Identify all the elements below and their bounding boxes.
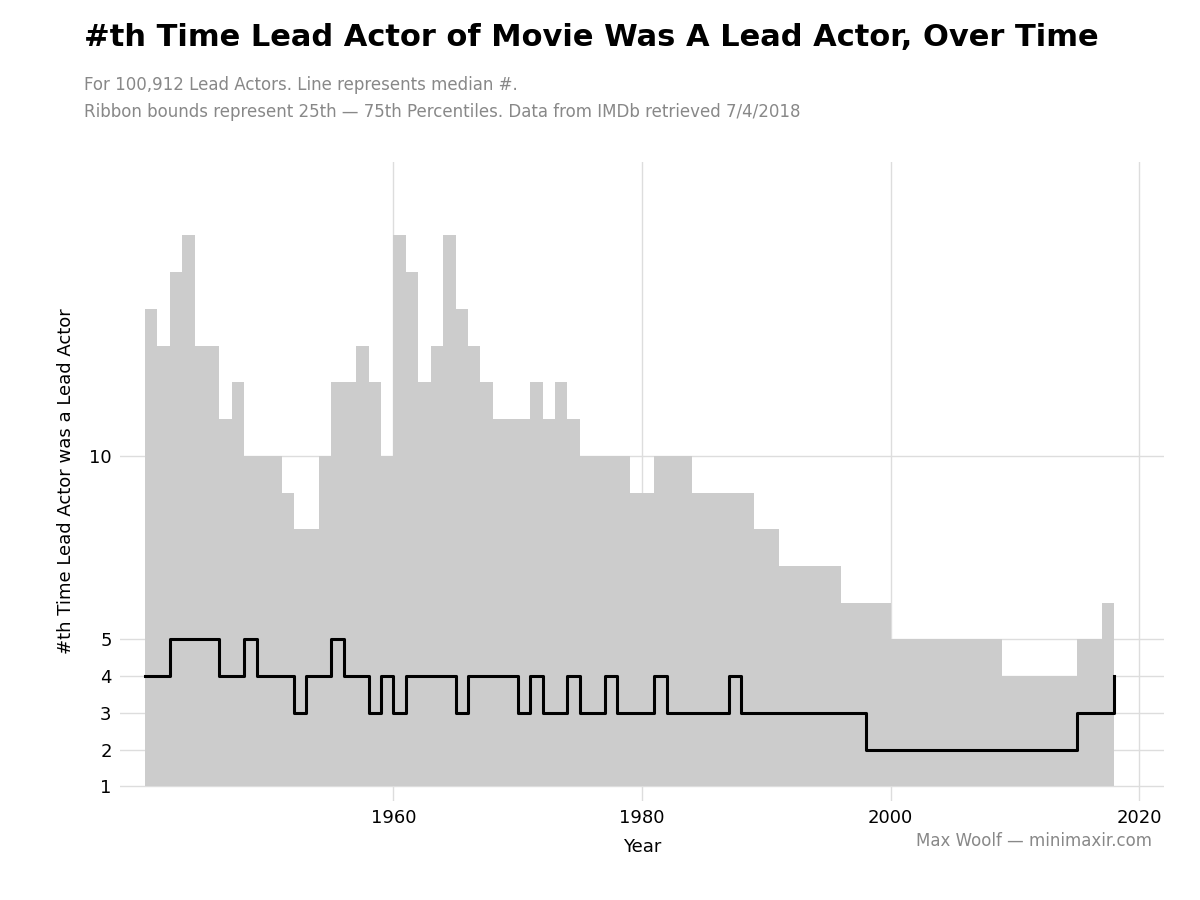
Text: Max Woolf — minimaxir.com: Max Woolf — minimaxir.com bbox=[916, 832, 1152, 850]
Text: #th Time Lead Actor of Movie Was A Lead Actor, Over Time: #th Time Lead Actor of Movie Was A Lead … bbox=[84, 22, 1099, 51]
Y-axis label: #th Time Lead Actor was a Lead Actor: #th Time Lead Actor was a Lead Actor bbox=[58, 309, 76, 654]
X-axis label: Year: Year bbox=[623, 839, 661, 857]
Text: For 100,912 Lead Actors. Line represents median #.
Ribbon bounds represent 25th : For 100,912 Lead Actors. Line represents… bbox=[84, 76, 800, 121]
